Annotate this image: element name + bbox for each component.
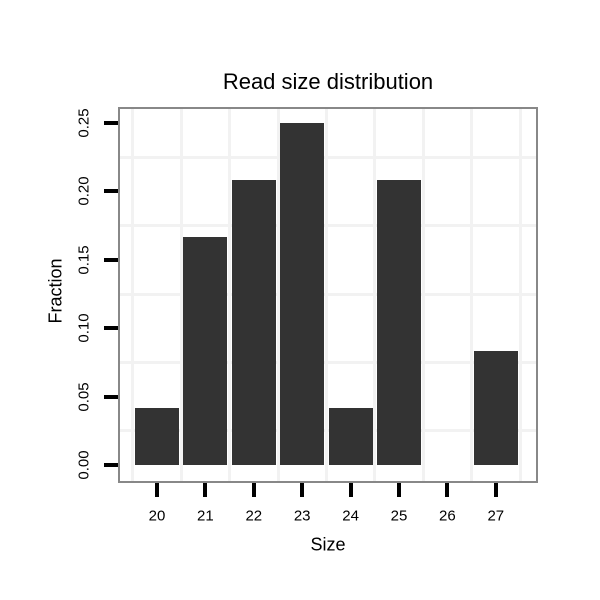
h-minor-gridline xyxy=(120,429,536,433)
v-minor-gridline xyxy=(276,109,280,481)
y-axis-tick xyxy=(104,326,118,331)
bar-size-25 xyxy=(377,180,421,465)
h-minor-gridline xyxy=(120,155,536,159)
x-axis-tick xyxy=(203,483,208,497)
v-minor-gridline xyxy=(179,109,183,481)
v-minor-gridline xyxy=(324,109,328,481)
x-axis-tick xyxy=(348,483,353,497)
bar-size-20 xyxy=(135,407,179,465)
x-tick-label: 27 xyxy=(487,507,505,525)
h-minor-gridline xyxy=(120,292,536,296)
x-axis-tick xyxy=(493,483,498,497)
x-tick-label: 25 xyxy=(390,507,408,525)
x-axis-tick xyxy=(251,483,256,497)
y-axis-tick xyxy=(104,121,118,125)
h-minor-gridline xyxy=(120,360,536,364)
y-axis-tick xyxy=(104,257,118,262)
bar-size-21 xyxy=(183,236,228,465)
v-minor-gridline xyxy=(228,109,232,481)
x-tick-label: 23 xyxy=(293,507,311,525)
x-axis-title: Size xyxy=(310,534,346,555)
v-minor-gridline xyxy=(131,109,135,481)
y-tick-label: 0.10 xyxy=(75,313,93,343)
y-tick-label: 0.00 xyxy=(75,450,93,480)
x-tick-label: 20 xyxy=(148,507,166,525)
x-tick-label: 26 xyxy=(439,507,456,525)
bar-size-22 xyxy=(231,180,276,465)
v-minor-gridline xyxy=(470,109,474,481)
y-tick-label: 0.20 xyxy=(75,176,93,206)
h-minor-gridline xyxy=(120,224,536,228)
bar-size-27 xyxy=(473,351,518,465)
y-tick-label: 0.15 xyxy=(75,245,93,275)
y-axis-tick xyxy=(104,189,118,194)
x-tick-label: 21 xyxy=(197,507,214,525)
x-tick-label: 24 xyxy=(342,507,359,525)
x-axis-tick xyxy=(397,483,401,497)
x-tick-label: 22 xyxy=(245,507,263,525)
chart-title: Read size distribution xyxy=(222,69,434,94)
y-tick-label: 0.05 xyxy=(75,381,93,412)
y-axis-tick xyxy=(104,394,118,399)
y-tick-label: 0.25 xyxy=(75,108,93,138)
x-axis-tick xyxy=(445,483,450,497)
bar-size-24 xyxy=(328,407,373,465)
y-axis-title: Fraction xyxy=(45,258,66,324)
v-minor-gridline xyxy=(518,109,522,481)
v-minor-gridline xyxy=(421,109,425,481)
x-axis-tick xyxy=(300,483,305,497)
v-minor-gridline xyxy=(373,109,377,481)
y-axis-tick xyxy=(104,463,118,467)
bar-size-23 xyxy=(280,123,325,465)
x-axis-tick xyxy=(155,483,159,497)
